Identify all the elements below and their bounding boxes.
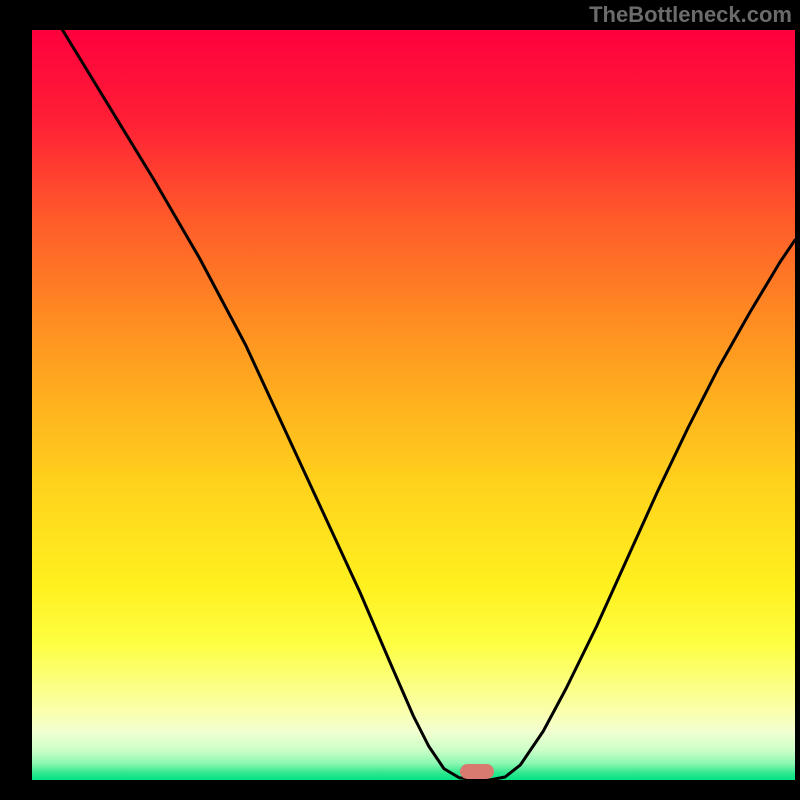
plot-svg bbox=[32, 30, 795, 780]
watermark-source: TheBottleneck.com bbox=[589, 2, 792, 28]
minimum-marker bbox=[460, 764, 494, 779]
gradient-background bbox=[32, 30, 795, 780]
plot-area bbox=[32, 30, 795, 780]
